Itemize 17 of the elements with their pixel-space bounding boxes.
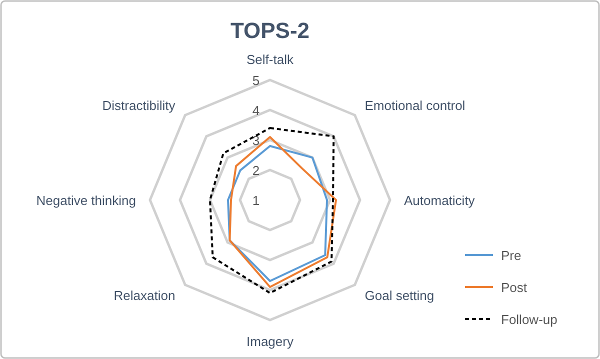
legend-label: Follow-up	[501, 312, 558, 327]
chart-title: TOPS-2	[230, 18, 310, 43]
y-tick-label: 2	[252, 163, 260, 178]
spoke-label: Emotional control	[364, 98, 466, 114]
y-tick-label: 5	[252, 73, 260, 88]
spoke-label: Negative thinking	[36, 193, 136, 208]
spoke-label: Automaticity	[404, 193, 476, 208]
spoke-label: Goal setting	[364, 288, 434, 303]
spoke-label: Self-talk	[246, 52, 294, 67]
legend-label: Post	[501, 280, 528, 295]
spoke-label: Imagery	[246, 334, 294, 349]
y-tick-label: 4	[252, 103, 260, 118]
y-tick-label: 3	[252, 133, 260, 148]
spoke-label: Distractibility	[102, 98, 176, 114]
spoke-label: Relaxation	[114, 288, 176, 303]
y-tick-label: 1	[252, 193, 260, 208]
legend-label: Pre	[501, 248, 522, 263]
